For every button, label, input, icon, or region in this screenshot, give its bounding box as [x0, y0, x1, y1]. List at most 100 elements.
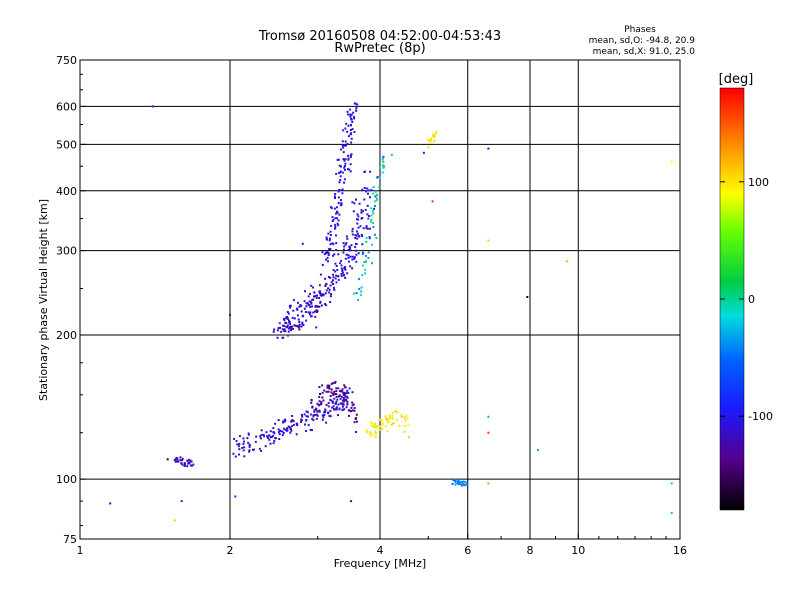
data-point: [307, 415, 310, 418]
y-tick-label: 300: [56, 245, 77, 258]
data-point: [351, 201, 354, 204]
data-point: [305, 419, 308, 422]
data-point: [365, 429, 368, 432]
data-point: [242, 437, 245, 440]
data-point: [361, 251, 364, 254]
data-point: [349, 108, 352, 111]
data-point: [369, 434, 372, 437]
data-point: [254, 440, 257, 443]
data-point: [341, 140, 344, 143]
data-point: [371, 243, 373, 246]
data-point: [342, 251, 345, 254]
data-point: [321, 251, 324, 254]
data-point: [298, 325, 301, 328]
data-point: [375, 199, 378, 202]
data-point: [361, 188, 364, 191]
data-point: [350, 500, 353, 503]
data-point: [333, 253, 336, 256]
data-point: [456, 480, 459, 483]
data-point: [378, 166, 381, 169]
data-point: [378, 186, 381, 189]
data-point: [331, 382, 334, 385]
data-point: [282, 324, 284, 327]
data-point: [381, 419, 384, 422]
data-point: [367, 192, 369, 195]
data-point: [341, 409, 344, 412]
data-point: [461, 481, 464, 483]
data-point: [176, 457, 179, 460]
data-point: [353, 202, 356, 205]
data-point: [340, 202, 343, 205]
data-point: [351, 404, 354, 407]
data-point: [372, 186, 375, 189]
data-point: [363, 170, 366, 173]
data-point: [349, 133, 352, 136]
data-point: [323, 411, 326, 414]
data-point: [238, 448, 241, 451]
data-point: [283, 324, 286, 327]
data-point: [325, 421, 328, 424]
data-point: [353, 421, 356, 424]
data-point: [331, 400, 334, 403]
data-point: [361, 243, 364, 246]
data-point: [435, 131, 438, 134]
data-point: [373, 424, 376, 427]
data-point: [357, 299, 359, 301]
data-point: [342, 151, 345, 154]
data-point: [329, 415, 332, 418]
data-point: [336, 211, 339, 214]
data-point: [329, 284, 332, 287]
data-point: [309, 311, 312, 314]
data-point: [400, 414, 403, 417]
data-point: [368, 237, 371, 240]
data-point: [327, 252, 330, 255]
data-point: [329, 248, 332, 250]
data-point: [398, 424, 401, 427]
data-point: [341, 270, 344, 273]
data-point: [283, 330, 286, 332]
data-point: [392, 422, 395, 425]
data-point: [238, 435, 241, 438]
data-point: [285, 428, 288, 431]
data-point: [310, 302, 313, 305]
data-point: [350, 113, 353, 116]
data-point: [324, 303, 326, 305]
data-point: [339, 171, 342, 174]
data-point: [328, 384, 331, 387]
data-point: [307, 295, 310, 298]
data-point: [314, 315, 317, 318]
data-point: [670, 512, 673, 514]
data-point: [301, 415, 304, 418]
data-point: [318, 409, 321, 412]
data-point: [341, 188, 344, 191]
data-point: [300, 325, 303, 328]
data-point: [289, 431, 292, 434]
data-point: [365, 240, 368, 243]
data-point: [336, 206, 338, 209]
data-point: [288, 426, 291, 429]
data-point: [314, 295, 317, 297]
data-point: [341, 388, 344, 391]
data-point: [343, 159, 346, 162]
data-point: [282, 432, 285, 434]
x-tick-label: 16: [673, 544, 687, 557]
data-point: [300, 310, 303, 313]
data-point: [324, 285, 327, 287]
data-point: [287, 330, 290, 333]
data-point: [361, 253, 364, 255]
data-point: [345, 235, 348, 238]
data-point: [343, 144, 346, 147]
data-point: [351, 121, 354, 123]
data-point: [181, 459, 184, 462]
data-point: [327, 405, 330, 408]
data-point: [331, 392, 334, 395]
data-point: [272, 431, 275, 434]
data-point: [344, 158, 347, 161]
data-point: [298, 328, 301, 331]
data-point: [316, 402, 319, 405]
data-point: [335, 249, 338, 251]
data-point: [343, 178, 346, 181]
data-point: [340, 165, 342, 168]
data-point: [343, 166, 346, 169]
data-point: [383, 165, 386, 168]
